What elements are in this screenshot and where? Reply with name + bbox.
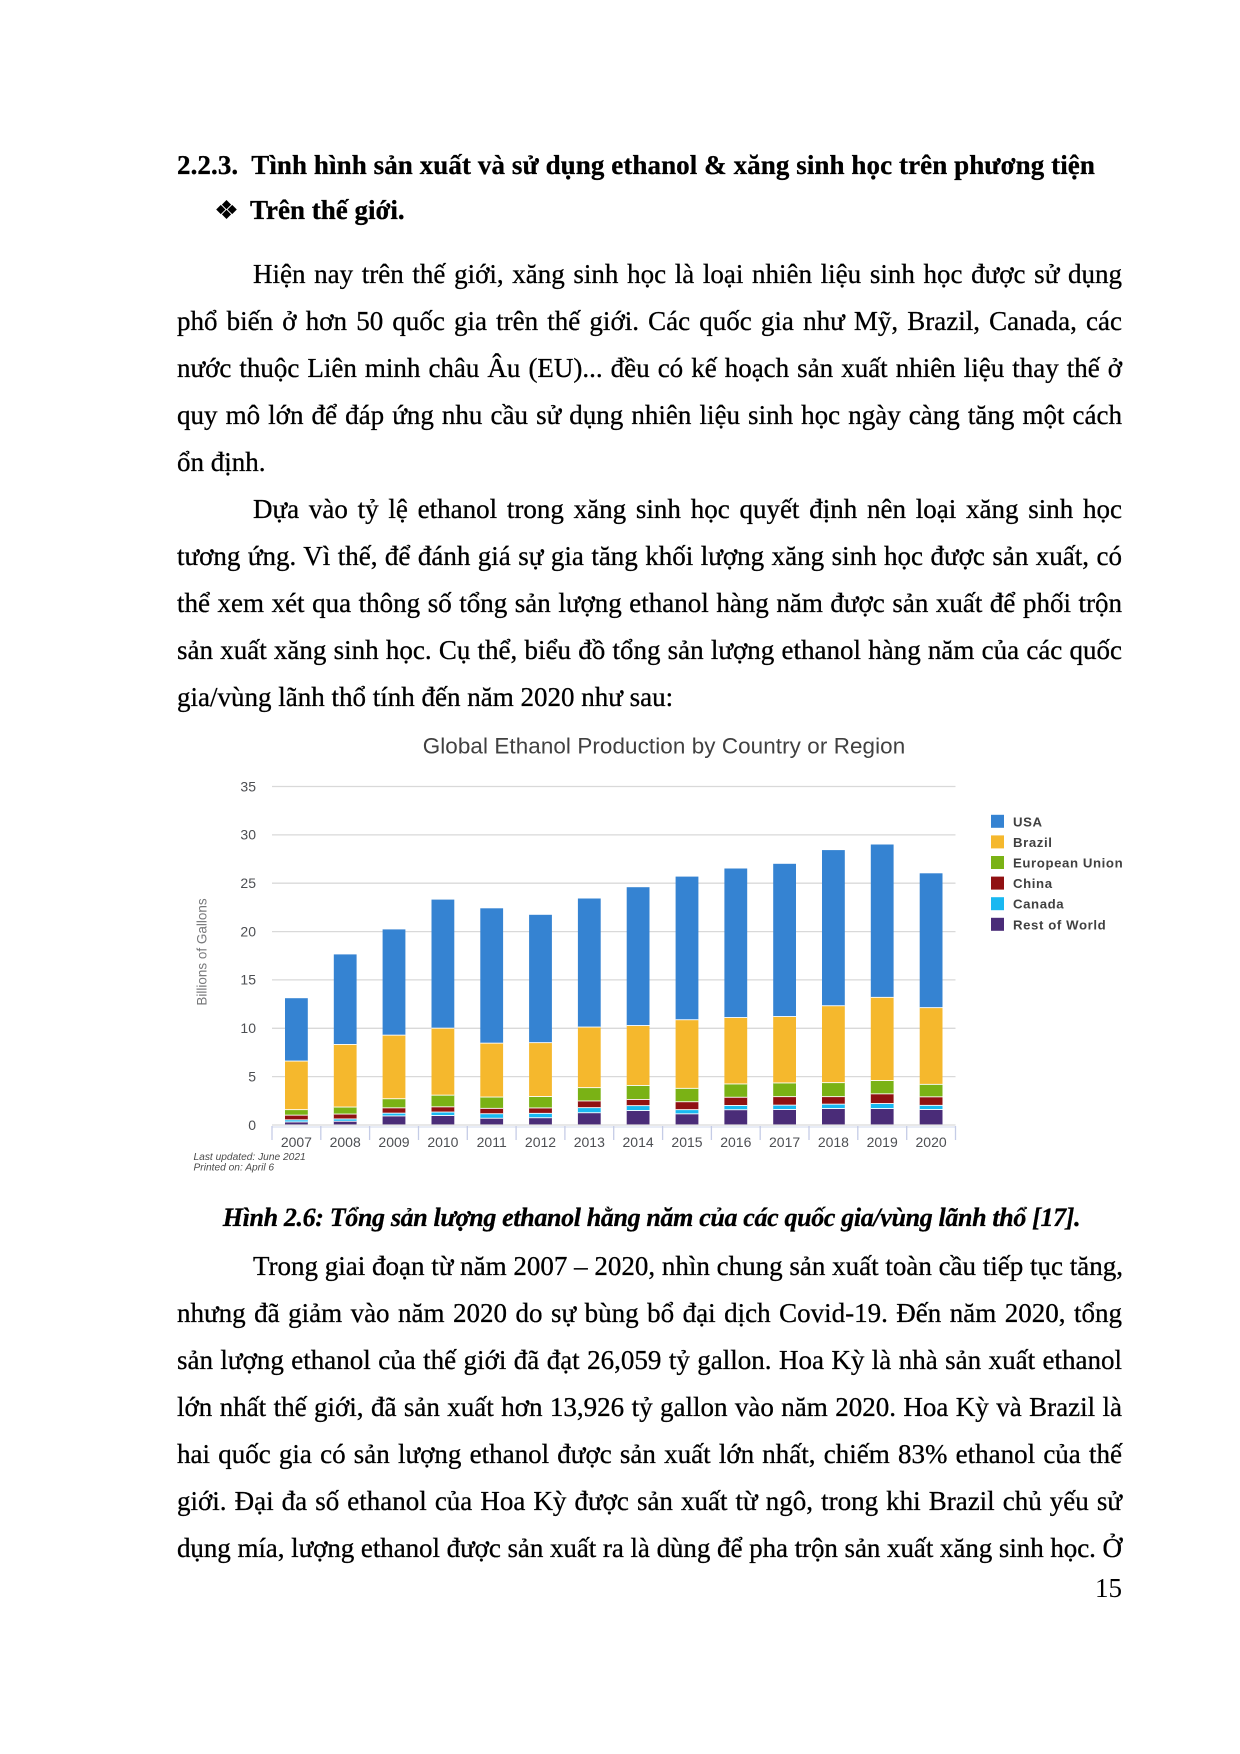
svg-text:2008: 2008 (330, 1134, 361, 1150)
svg-text:Brazil: Brazil (1013, 835, 1053, 850)
svg-text:0: 0 (248, 1117, 256, 1133)
svg-text:2018: 2018 (818, 1134, 849, 1150)
svg-text:2011: 2011 (477, 1134, 507, 1150)
svg-text:2015: 2015 (671, 1134, 702, 1150)
svg-text:2014: 2014 (623, 1134, 654, 1150)
svg-text:2013: 2013 (574, 1134, 605, 1150)
svg-text:European Union: European Union (1013, 856, 1123, 871)
svg-text:China: China (1013, 876, 1053, 891)
svg-text:25: 25 (240, 875, 256, 891)
svg-text:30: 30 (240, 827, 256, 843)
svg-text:5: 5 (248, 1068, 256, 1084)
svg-text:2020: 2020 (916, 1134, 947, 1150)
svg-text:Global Ethanol Production by C: Global Ethanol Production by Country or … (423, 734, 906, 759)
svg-text:2016: 2016 (720, 1134, 751, 1150)
svg-text:35: 35 (240, 778, 256, 794)
svg-text:Canada: Canada (1013, 897, 1064, 912)
svg-text:2012: 2012 (525, 1134, 556, 1150)
svg-text:Rest of World: Rest of World (1013, 917, 1106, 932)
svg-text:Billions of Gallons: Billions of Gallons (195, 898, 210, 1006)
svg-text:2010: 2010 (427, 1134, 458, 1150)
svg-text:Last updated: June 2021: Last updated: June 2021 (194, 1152, 306, 1163)
svg-text:20: 20 (240, 923, 256, 939)
svg-text:2017: 2017 (769, 1134, 800, 1150)
svg-text:10: 10 (240, 1020, 256, 1036)
svg-text:2009: 2009 (378, 1134, 409, 1150)
svg-text:2019: 2019 (867, 1134, 898, 1150)
svg-text:2007: 2007 (281, 1134, 312, 1150)
svg-text:USA: USA (1013, 814, 1043, 829)
svg-text:15: 15 (240, 972, 256, 988)
svg-text:Printed on: April 6: Printed on: April 6 (194, 1163, 275, 1174)
